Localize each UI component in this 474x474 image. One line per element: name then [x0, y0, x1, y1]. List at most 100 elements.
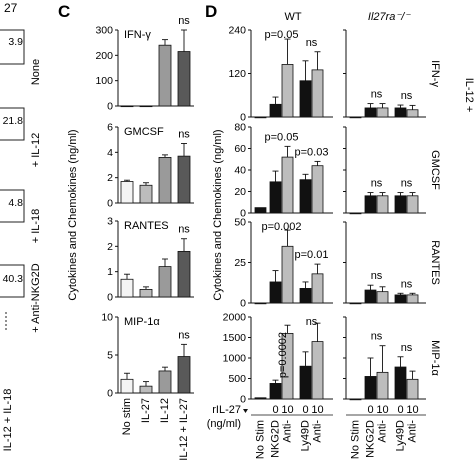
bar	[376, 291, 389, 304]
panel-d-plots: 0 120 240 IFN-γ p=0.05 ns ns ns 0 20 40 60 80 GMCSF p=…	[223, 25, 441, 406]
subplot-title: MIP-1α	[429, 340, 441, 376]
group-label: NKG2D	[365, 420, 377, 458]
bar	[281, 64, 294, 118]
panel-c-subplot: 0 5 10 MIP-1α ns	[101, 312, 194, 400]
bar	[406, 294, 419, 304]
group-label: Ly49D	[300, 420, 312, 451]
subplot-title: IFN-γ	[429, 60, 441, 87]
bar	[376, 107, 389, 118]
bar	[394, 294, 407, 304]
y-tick-label: 240	[228, 25, 246, 37]
dose-label: 0	[397, 404, 403, 416]
y-tick-label: 100	[95, 75, 113, 87]
significance-label: ns	[401, 178, 413, 190]
panel-c-subplot: 0 1 2 3 RANTES ns	[107, 216, 194, 304]
bar	[120, 181, 134, 204]
panel-b-header: 27	[4, 1, 18, 15]
y-tick-label: 25	[234, 257, 246, 269]
x-category-label: IL-12	[159, 398, 171, 423]
dose-label: 0	[272, 404, 278, 416]
panel-d-subplot: 0 20 40 60 80 GMCSF p=0.05 p=0.03 ns ns	[234, 122, 441, 220]
y-tick-label: 10	[101, 312, 113, 324]
flow-plot-box	[0, 189, 25, 223]
ngml-label: (ng/ml)	[207, 418, 241, 430]
y-tick-label: 300	[95, 25, 113, 37]
panel-d-y-axis-label: Cytokines and Chemokines (ng/ml)	[212, 129, 224, 300]
significance-label: p=0.01	[295, 249, 329, 261]
bar	[311, 165, 324, 214]
flow-row-label: + IL-18	[30, 209, 42, 244]
bar	[177, 250, 191, 298]
y-tick-label: 0	[107, 101, 113, 113]
significance-label: p=0.05	[265, 29, 299, 41]
y-tick-label: 0	[240, 208, 246, 220]
bar	[311, 69, 324, 118]
significance-label: ns	[401, 90, 413, 102]
significance-label: p=0.03	[295, 146, 329, 158]
group-label: Anti-	[377, 420, 389, 443]
y-tick-label: 2000	[223, 312, 247, 324]
significance-label: ns	[178, 329, 190, 341]
y-tick-label: 200	[95, 50, 113, 62]
dose-label: 0	[302, 404, 308, 416]
bar	[139, 105, 153, 108]
y-tick-label: 0	[240, 394, 246, 406]
bar	[299, 365, 312, 400]
significance-label: p=0.002	[261, 221, 301, 233]
bar	[269, 181, 282, 214]
y-tick-label: 5	[107, 350, 113, 362]
bar	[364, 376, 377, 400]
dose-label: 0	[367, 404, 373, 416]
bar	[311, 341, 324, 400]
significance-label: ns	[371, 89, 383, 101]
panel-c-subplot: 0 100 200 300 IFN-γ ns	[95, 15, 194, 113]
bar	[158, 156, 172, 204]
bar	[364, 289, 377, 304]
bar	[394, 195, 407, 214]
bar	[299, 179, 312, 214]
bar	[349, 212, 362, 215]
group-label: Anti-	[282, 420, 294, 443]
y-tick-label: 2	[107, 172, 113, 184]
y-tick-label: 4	[107, 147, 113, 159]
x-category-label: No stim	[121, 398, 133, 435]
panel-c-x-labels: No stim IL-27 IL-12 IL-12 + IL-27	[121, 398, 190, 461]
y-tick-label: 500	[228, 373, 246, 385]
y-tick-label: 2	[107, 241, 113, 253]
y-tick-label: 120	[228, 68, 246, 80]
bar	[364, 107, 377, 118]
subplot-title: RANTES	[124, 220, 169, 232]
bar	[281, 156, 294, 214]
flow-plot-box	[0, 107, 25, 141]
significance-label: ns	[178, 224, 190, 236]
y-tick-label: 3	[107, 216, 113, 228]
bar	[281, 245, 294, 304]
y-tick-label: 0	[107, 198, 113, 210]
bar	[406, 378, 419, 400]
subplot-title: RANTES	[429, 240, 441, 285]
flow-value: 3.9	[8, 36, 23, 48]
ril27-arrow	[243, 409, 248, 413]
y-tick-label: 6	[107, 122, 113, 134]
panel-c: C Cytokines and Chemokines (ng/ml) 01002…	[58, 2, 194, 461]
x-category-label: IL-27	[140, 398, 152, 423]
bar	[120, 278, 134, 298]
y-tick-label: 20	[234, 186, 246, 198]
flow-row-label: IL-12 + IL-18	[2, 389, 14, 452]
ril27-label: rIL-27	[212, 404, 241, 416]
dose-label: 10	[406, 404, 418, 416]
y-tick-label: 0	[240, 112, 246, 124]
flow-value: 40.3	[3, 273, 24, 285]
bar	[394, 366, 407, 400]
bar	[158, 370, 172, 394]
bar	[376, 371, 389, 400]
bar	[177, 51, 191, 107]
bar	[406, 195, 419, 214]
bar	[376, 195, 389, 214]
flow-row-label: + Anti-NKG2D	[30, 263, 42, 332]
y-tick-label: 60	[234, 143, 246, 155]
significance-label: ns	[306, 316, 318, 328]
dose-label: 10	[376, 404, 388, 416]
